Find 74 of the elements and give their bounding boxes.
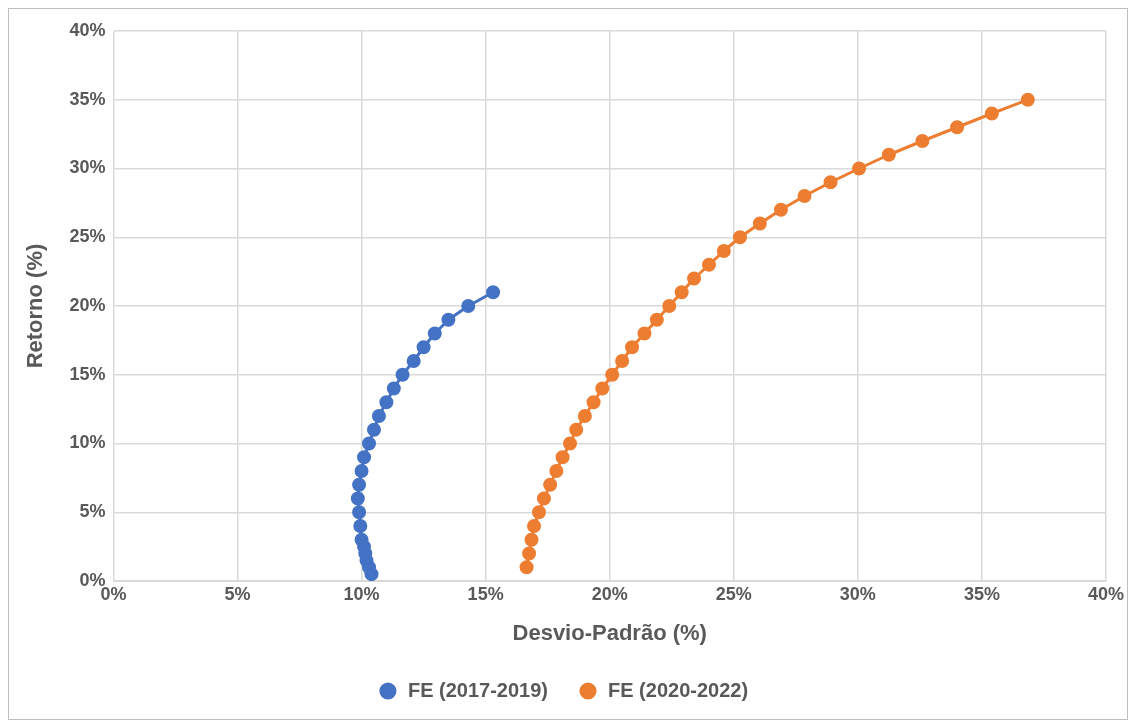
point	[531, 505, 546, 520]
point	[674, 285, 689, 300]
point	[569, 422, 584, 437]
x-tick-label: 10%	[343, 583, 380, 604]
y-tick-label: 10%	[69, 432, 106, 453]
point	[732, 230, 747, 245]
point	[527, 519, 542, 533]
point	[354, 464, 369, 478]
y-tick-label: 35%	[69, 88, 106, 109]
point	[357, 450, 372, 465]
point	[797, 189, 812, 203]
point	[519, 560, 534, 575]
point	[371, 409, 386, 423]
x-tick-label: 30%	[839, 583, 876, 604]
point	[852, 161, 867, 176]
point	[461, 299, 476, 313]
y-tick-label: 5%	[79, 501, 106, 522]
point	[549, 464, 564, 478]
x-tick-label: 15%	[467, 583, 504, 604]
point	[773, 202, 788, 217]
point	[555, 450, 570, 465]
y-tick-label: 15%	[69, 363, 106, 384]
point	[1020, 92, 1035, 107]
point	[386, 381, 401, 396]
point	[649, 312, 664, 327]
point	[823, 175, 838, 190]
x-tick-label: 40%	[1087, 583, 1124, 604]
point	[366, 422, 381, 437]
y-tick-label: 20%	[69, 294, 106, 315]
legend-label: FE (2020-2022)	[608, 678, 749, 701]
point	[416, 340, 431, 355]
point	[662, 299, 677, 313]
point	[881, 147, 896, 162]
point	[441, 312, 456, 327]
point	[427, 326, 442, 341]
point	[625, 340, 640, 355]
point	[687, 271, 702, 286]
point	[752, 216, 767, 231]
point	[406, 354, 421, 368]
point	[950, 120, 965, 135]
point	[605, 367, 620, 382]
point	[915, 134, 930, 148]
x-tick-label: 5%	[224, 583, 251, 604]
point	[701, 257, 716, 272]
x-axis-title: Desvio-Padrão (%)	[512, 619, 707, 645]
y-tick-label: 30%	[69, 157, 106, 178]
point	[354, 532, 369, 547]
x-tick-label: 35%	[963, 583, 1000, 604]
point	[522, 546, 537, 561]
point	[563, 436, 577, 451]
point	[352, 505, 367, 520]
y-tick-label: 40%	[69, 19, 106, 40]
x-tick-label: 20%	[591, 583, 628, 604]
point	[395, 367, 410, 382]
point	[984, 106, 999, 121]
y-tick-label: 25%	[69, 226, 106, 247]
point	[353, 519, 368, 533]
point	[615, 354, 630, 368]
point	[543, 477, 558, 492]
point	[352, 477, 367, 492]
x-tick-label: 25%	[715, 583, 752, 604]
point	[350, 491, 365, 506]
point	[362, 436, 377, 451]
point	[716, 244, 731, 258]
legend-label: FE (2017-2019)	[407, 678, 548, 701]
y-axis-title: Retorno (%)	[22, 243, 48, 369]
point	[577, 409, 592, 423]
point	[637, 326, 652, 341]
point	[524, 532, 539, 547]
point	[379, 395, 394, 410]
point	[595, 381, 610, 396]
point	[586, 395, 601, 410]
point	[486, 285, 501, 300]
point	[536, 491, 551, 506]
